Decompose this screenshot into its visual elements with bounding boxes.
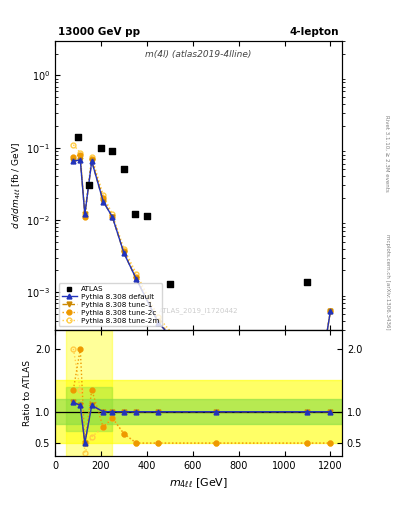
Pythia 8.308 default	[134, 276, 139, 283]
ATLAS	[132, 210, 138, 218]
Pythia 8.308 tune-1	[156, 319, 161, 326]
Line: Pythia 8.308 tune-1: Pythia 8.308 tune-1	[71, 157, 333, 455]
Pythia 8.308 tune-1	[89, 158, 94, 164]
Pythia 8.308 tune-2c	[305, 449, 310, 455]
Pythia 8.308 default	[89, 158, 94, 164]
ATLAS	[109, 147, 116, 155]
ATLAS	[98, 143, 104, 152]
Pythia 8.308 tune-2m	[134, 271, 139, 277]
Pythia 8.308 default	[110, 214, 115, 220]
Pythia 8.308 tune-1	[134, 276, 139, 283]
Pythia 8.308 tune-1	[71, 158, 76, 164]
Pythia 8.308 tune-2m	[213, 380, 218, 387]
Pythia 8.308 tune-2c	[101, 195, 106, 201]
Pythia 8.308 tune-2c	[121, 248, 126, 254]
Pythia 8.308 default	[213, 383, 218, 389]
Pythia 8.308 tune-2m	[110, 211, 115, 217]
Text: Rivet 3.1.10, ≥ 2.3M events: Rivet 3.1.10, ≥ 2.3M events	[385, 115, 389, 192]
Pythia 8.308 tune-1	[78, 157, 83, 163]
Pythia 8.308 default	[83, 211, 87, 217]
Pythia 8.308 tune-2m	[121, 246, 126, 252]
Pythia 8.308 tune-2m	[78, 150, 83, 156]
Pythia 8.308 tune-2m	[83, 211, 87, 217]
Bar	[66, 330, 112, 456]
Pythia 8.308 tune-1	[213, 383, 218, 389]
Pythia 8.308 tune-2c	[83, 214, 87, 220]
Pythia 8.308 tune-1	[121, 250, 126, 256]
X-axis label: $m_{4\ell\ell}$ [GeV]: $m_{4\ell\ell}$ [GeV]	[169, 476, 228, 490]
Bar	[55, 399, 342, 424]
Line: Pythia 8.308 tune-2c: Pythia 8.308 tune-2c	[71, 152, 333, 454]
Pythia 8.308 tune-2m	[156, 314, 161, 321]
Line: Pythia 8.308 default: Pythia 8.308 default	[71, 157, 333, 455]
Pythia 8.308 default	[156, 319, 161, 326]
Text: m(4l) (atlas2019-4lline): m(4l) (atlas2019-4lline)	[145, 50, 252, 59]
Pythia 8.308 tune-1	[110, 214, 115, 220]
Line: Pythia 8.308 tune-2m: Pythia 8.308 tune-2m	[71, 142, 333, 453]
Pythia 8.308 tune-2m	[328, 308, 333, 314]
Pythia 8.308 tune-2c	[78, 152, 83, 158]
Pythia 8.308 tune-2c	[134, 274, 139, 281]
Text: 13000 GeV pp: 13000 GeV pp	[58, 27, 140, 37]
Pythia 8.308 tune-1	[328, 308, 333, 314]
Text: ATLAS_2019_I1720442: ATLAS_2019_I1720442	[159, 308, 238, 314]
ATLAS	[121, 165, 127, 174]
ATLAS	[167, 280, 173, 288]
Pythia 8.308 default	[305, 450, 310, 456]
Bar	[55, 380, 342, 443]
Pythia 8.308 default	[78, 157, 83, 163]
Pythia 8.308 default	[71, 158, 76, 164]
Pythia 8.308 tune-2m	[71, 142, 76, 148]
ATLAS	[144, 211, 150, 220]
Bar	[66, 387, 112, 431]
Y-axis label: $d\,\sigma/dm_{4\ell\ell}$ [fb / GeV]: $d\,\sigma/dm_{4\ell\ell}$ [fb / GeV]	[11, 142, 24, 229]
Pythia 8.308 tune-1	[101, 199, 106, 205]
Pythia 8.308 tune-2c	[213, 382, 218, 388]
ATLAS	[304, 278, 310, 286]
Pythia 8.308 default	[328, 308, 333, 314]
Text: 4-lepton: 4-lepton	[290, 27, 339, 37]
Pythia 8.308 tune-2c	[328, 308, 333, 314]
Pythia 8.308 tune-2m	[101, 192, 106, 198]
Legend: ATLAS, Pythia 8.308 default, Pythia 8.308 tune-1, Pythia 8.308 tune-2c, Pythia 8: ATLAS, Pythia 8.308 default, Pythia 8.30…	[59, 283, 162, 326]
Y-axis label: Ratio to ATLAS: Ratio to ATLAS	[23, 360, 32, 426]
Text: mcplots.cern.ch [arXiv:1306.3436]: mcplots.cern.ch [arXiv:1306.3436]	[385, 234, 389, 329]
Pythia 8.308 tune-2c	[89, 156, 94, 162]
Pythia 8.308 default	[121, 250, 126, 256]
Pythia 8.308 tune-2c	[71, 154, 76, 160]
ATLAS	[86, 181, 93, 189]
Pythia 8.308 tune-1	[305, 450, 310, 456]
ATLAS	[75, 133, 81, 141]
Pythia 8.308 tune-2c	[110, 214, 115, 220]
Pythia 8.308 tune-1	[83, 211, 87, 217]
Pythia 8.308 tune-2c	[156, 318, 161, 324]
Pythia 8.308 tune-2m	[89, 154, 94, 160]
Pythia 8.308 tune-2m	[305, 447, 310, 453]
Pythia 8.308 default	[101, 199, 106, 205]
